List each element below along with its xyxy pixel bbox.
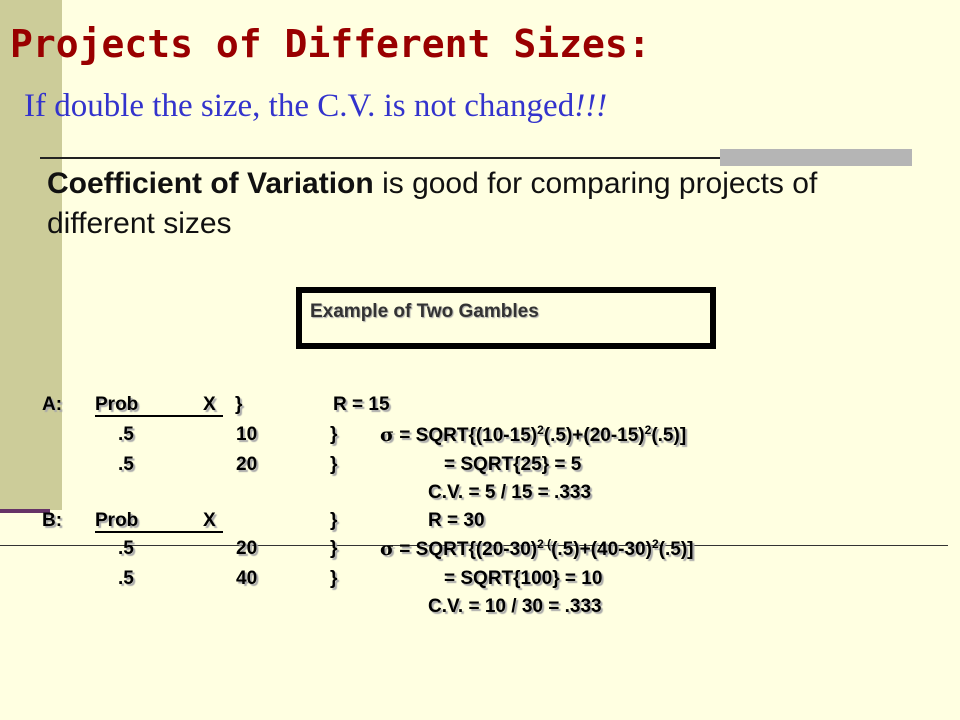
- subtitle: If double the size, the C.V. is not chan…: [24, 88, 607, 125]
- rule: [40, 157, 912, 159]
- brace: }: [330, 454, 338, 475]
- divider: [0, 545, 948, 546]
- formula: = SQRT{100} = 10: [444, 568, 603, 589]
- prob: .5: [118, 568, 134, 589]
- subtitle-text: If double the size, the C.V. is not chan…: [24, 88, 575, 124]
- prob-header: Prob: [95, 394, 139, 415]
- exponent: 2: [537, 423, 544, 437]
- formula: = SQRT{25} = 5: [444, 454, 582, 475]
- side-bar: [0, 0, 62, 510]
- box-label: Example of Two Gambles: [310, 301, 539, 322]
- formula: σ = SQRT{(20-30)2 ((.5)+(40-30)2(.5)]: [380, 538, 693, 561]
- x-header: X: [203, 394, 216, 415]
- exponent: 2: [644, 423, 652, 437]
- cv: C.V. = 10 / 30 = .333: [428, 596, 602, 617]
- x-header: X: [203, 510, 216, 531]
- title: Projects of Different Sizes:: [10, 22, 651, 66]
- formula-part: (.5)+(40-30): [551, 539, 652, 560]
- body-rest: is good for comparing projects of differ…: [47, 167, 818, 240]
- brace: }: [235, 394, 243, 415]
- x-value: 20: [236, 538, 258, 559]
- formula: σ = SQRT{(10-15)2(.5)+(20-15)2(.5)]: [380, 424, 686, 447]
- formula-part: (.5)]: [651, 425, 687, 446]
- body-bold: Coefficient of Variation: [47, 167, 374, 200]
- formula-part: (.5)]: [658, 539, 694, 560]
- formula-part: = SQRT{(20-30): [399, 539, 538, 560]
- exponent: 2 (: [537, 537, 552, 551]
- brace: }: [330, 538, 338, 559]
- header-underline: [95, 531, 223, 533]
- subtitle-emphasis: !!!: [574, 88, 608, 124]
- gamble-label: A:: [42, 394, 63, 415]
- prob: .5: [118, 454, 134, 475]
- header-underline: [95, 415, 223, 417]
- side-bar-foot: [0, 509, 50, 513]
- body-text: Coefficient of Variation is good for com…: [47, 164, 847, 244]
- prob-header: Prob: [95, 510, 139, 531]
- sigma: σ: [380, 424, 395, 446]
- exponent: 2: [651, 537, 659, 551]
- formula-part: = SQRT{(10-15): [399, 425, 538, 446]
- gamble-label: B:: [42, 510, 63, 531]
- result: R = 15: [333, 394, 390, 415]
- brace: }: [330, 510, 338, 531]
- brace: }: [330, 424, 338, 445]
- brace: }: [330, 568, 338, 589]
- x-value: 20: [236, 454, 258, 475]
- prob: .5: [118, 424, 134, 445]
- rule-accent: [720, 149, 912, 166]
- example-box: Example of Two Gambles: [296, 287, 716, 349]
- cv: C.V. = 5 / 15 = .333: [428, 482, 592, 503]
- result: R = 30: [428, 510, 485, 531]
- x-value: 10: [236, 424, 258, 445]
- x-value: 40: [236, 568, 258, 589]
- prob: .5: [118, 538, 134, 559]
- formula-part: (.5)+(20-15): [543, 425, 645, 446]
- sigma: σ: [380, 538, 395, 560]
